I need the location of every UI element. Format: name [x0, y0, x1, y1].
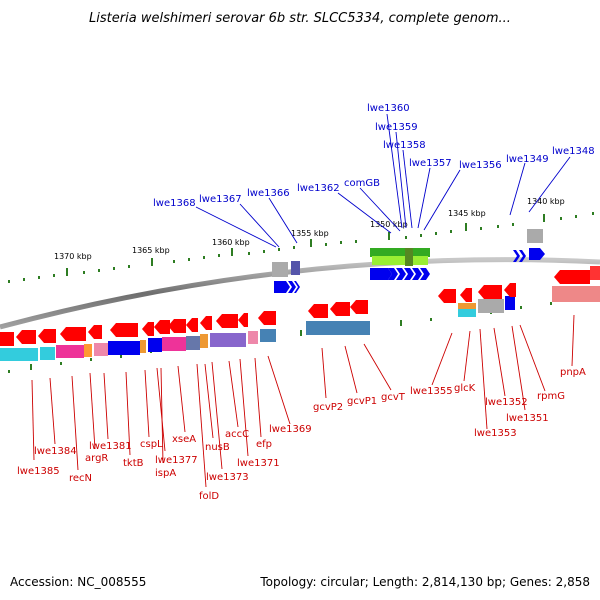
gene-label: lwe1355 [410, 386, 453, 397]
gene-label: recN [69, 473, 92, 484]
gene-label: cspL [140, 439, 163, 450]
scale-label: 1355 kbp [291, 229, 329, 238]
gene-label: lwe1373 [206, 472, 249, 483]
gene-label: lwe1360 [367, 103, 410, 114]
scale-label: 1340 kbp [527, 197, 565, 206]
gene-label: lwe1369 [269, 424, 312, 435]
gene-label: lwe1368 [153, 198, 196, 209]
gene-label: xseA [172, 434, 196, 445]
gene-label: lwe1362 [297, 183, 340, 194]
gene-label: lwe1352 [485, 397, 528, 408]
gene-label: lwe1377 [155, 455, 198, 466]
gene-label: gcvP1 [347, 396, 377, 407]
gene-label: lwe1384 [34, 446, 77, 457]
gene-label: accC [225, 429, 249, 440]
scale-label: 1360 kbp [212, 238, 250, 247]
gene-label: pnpA [560, 367, 586, 378]
forward-strand-genes [272, 229, 545, 310]
reverse-strand-genes [0, 266, 600, 361]
gene-label: nusB [205, 442, 230, 453]
gene-label: comGB [344, 178, 380, 189]
gene-label: efp [256, 439, 272, 450]
gene-label: lwe1358 [383, 140, 426, 151]
gene-label: lwe1371 [237, 458, 280, 469]
scale-label: 1350 kbp [370, 220, 408, 229]
top-gene-labels: lwe1368 lwe1367 lwe1366 lwe1362 comGB lw… [153, 103, 595, 209]
gene-label: tktB [123, 458, 144, 469]
gene-label: argR [85, 453, 108, 464]
gene-label: glcK [454, 383, 476, 394]
bottom-label-leaders [31, 314, 575, 488]
gene-label: folD [199, 491, 219, 502]
gene-label: lwe1381 [89, 441, 132, 452]
scale-labels: 1370 kbp 1365 kbp 1360 kbp 1355 kbp 1350… [54, 197, 565, 261]
gene-label: lwe1353 [474, 428, 517, 439]
scale-label: 1370 kbp [54, 252, 92, 261]
genome-summary-text: Topology: circular; Length: 2,814,130 bp… [259, 575, 590, 589]
gene-label: lwe1366 [247, 188, 290, 199]
bottom-gene-labels: lwe1384 lwe1385 recN argR lwe1381 tktB c… [17, 367, 586, 502]
gene-label: lwe1385 [17, 466, 60, 477]
gene-label: lwe1349 [506, 154, 549, 165]
gene-label: lwe1356 [459, 160, 502, 171]
scale-label: 1365 kbp [132, 246, 170, 255]
gene-label: gcvT [381, 392, 406, 403]
outer-scale-ticks [8, 212, 594, 283]
gene-label: lwe1351 [506, 413, 549, 424]
map-title: Listeria welshimeri serovar 6b str. SLCC… [89, 11, 511, 26]
gene-label: gcvP2 [313, 402, 343, 413]
gene-label: rpmG [537, 391, 565, 402]
gene-label: lwe1359 [375, 122, 418, 133]
accession-text: Accession: NC_008555 [10, 575, 146, 589]
scale-label: 1345 kbp [448, 209, 486, 218]
gene-label: lwe1357 [409, 158, 452, 169]
gene-label: lwe1348 [552, 146, 595, 157]
top-label-leaders [195, 113, 571, 248]
gene-label: ispA [155, 468, 176, 479]
gene-label: lwe1367 [199, 194, 242, 205]
